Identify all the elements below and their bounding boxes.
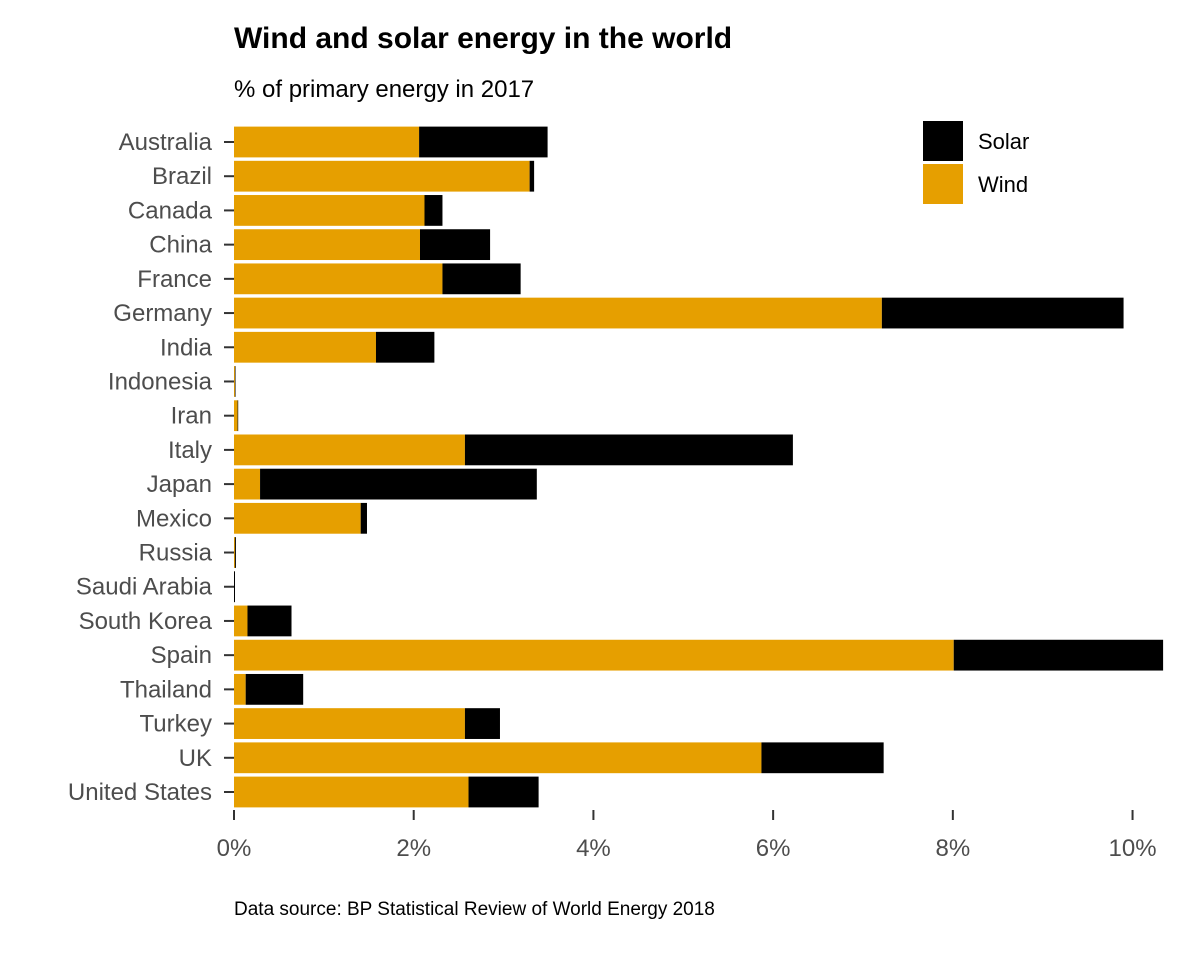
- bar-wind-germany: [234, 297, 882, 329]
- bar-solar-india: [375, 331, 435, 363]
- bar-solar-saudi-arabia: [234, 571, 235, 603]
- y-axis: Australia Brazil Canada China France Germany I…: [68, 129, 234, 806]
- bar-solar-spain: [953, 639, 1164, 671]
- legend-label-solar: Solar: [978, 129, 1029, 154]
- bar-solar-china: [420, 229, 491, 261]
- bar-wind-russia: [234, 537, 235, 568]
- y-tick-label-saudi-arabia: Saudi Arabia: [76, 574, 213, 601]
- y-tick-label-germany: Germany: [113, 300, 212, 327]
- legend-label-wind: Wind: [978, 172, 1028, 197]
- bar-solar-russia: [234, 537, 236, 568]
- bar-solar-brazil: [529, 160, 535, 192]
- bar-wind-thailand: [234, 673, 246, 705]
- y-tick-label-australia: Australia: [119, 129, 213, 156]
- x-tick-label: 8%: [935, 835, 970, 862]
- bar-wind-france: [234, 263, 443, 295]
- bar-solar-south-korea: [247, 605, 292, 637]
- bar-wind-indonesia: [234, 366, 235, 397]
- bar-wind-india: [234, 331, 376, 363]
- chart-caption: Data source: BP Statistical Review of Wo…: [234, 899, 715, 920]
- bar-wind-turkey: [234, 708, 465, 739]
- bar-wind-brazil: [234, 160, 530, 192]
- legend-swatch-wind: [923, 164, 963, 204]
- y-tick-label-japan: Japan: [147, 471, 212, 498]
- x-tick-label: 10%: [1109, 835, 1157, 862]
- y-tick-label-italy: Italy: [168, 437, 212, 464]
- bar-solar-italy: [464, 434, 793, 466]
- bar-wind-italy: [234, 434, 465, 466]
- bar-solar-iran: [237, 400, 239, 432]
- y-tick-label-uk: UK: [179, 745, 212, 772]
- legend: Solar Wind: [923, 121, 1029, 204]
- bar-wind-japan: [234, 468, 261, 500]
- chart-subtitle: % of primary energy in 2017: [234, 76, 535, 103]
- x-tick-label: 0%: [217, 835, 252, 862]
- legend-swatch-solar: [923, 121, 963, 161]
- y-tick-label-mexico: Mexico: [136, 505, 212, 532]
- y-tick-label-indonesia: Indonesia: [108, 368, 213, 395]
- y-tick-label-united-states: United States: [68, 779, 212, 806]
- bar-wind-south-korea: [234, 605, 248, 637]
- bar-solar-japan: [260, 468, 537, 500]
- bar-wind-spain: [234, 639, 954, 671]
- y-tick-label-south-korea: South Korea: [79, 608, 213, 635]
- chart-title: Wind and solar energy in the world: [234, 22, 733, 55]
- bar-solar-turkey: [464, 708, 500, 739]
- bar-solar-indonesia: [234, 366, 236, 397]
- bar-solar-germany: [881, 297, 1124, 329]
- bar-wind-australia: [234, 126, 420, 158]
- bar-solar-france: [442, 263, 521, 295]
- bar-wind-united-states: [234, 776, 469, 808]
- y-tick-label-thailand: Thailand: [120, 676, 212, 703]
- bars: [234, 126, 1164, 808]
- bar-solar-canada: [424, 195, 443, 226]
- y-tick-label-spain: Spain: [151, 642, 212, 669]
- bar-solar-uk: [761, 742, 884, 774]
- y-tick-label-france: France: [137, 266, 212, 293]
- bar-wind-iran: [234, 400, 238, 432]
- bar-solar-mexico: [360, 502, 367, 534]
- y-tick-label-iran: Iran: [171, 403, 212, 430]
- x-axis: 0% 2% 4% 6% 8% 10%: [217, 810, 1157, 862]
- x-tick-label: 6%: [756, 835, 791, 862]
- bar-wind-uk: [234, 742, 762, 774]
- bar-wind-china: [234, 229, 420, 261]
- bar-solar-thailand: [245, 673, 304, 705]
- bar-wind-mexico: [234, 502, 361, 534]
- x-tick-label: 4%: [576, 835, 611, 862]
- y-tick-label-turkey: Turkey: [140, 711, 212, 738]
- bar-wind-canada: [234, 195, 425, 226]
- bar-solar-united-states: [468, 776, 539, 808]
- bar-solar-australia: [419, 126, 548, 158]
- y-tick-label-russia: Russia: [139, 540, 213, 567]
- y-tick-label-brazil: Brazil: [152, 163, 212, 190]
- y-tick-label-india: India: [160, 334, 213, 361]
- x-tick-label: 2%: [396, 835, 431, 862]
- y-tick-label-china: China: [149, 232, 212, 259]
- y-tick-label-canada: Canada: [128, 197, 213, 224]
